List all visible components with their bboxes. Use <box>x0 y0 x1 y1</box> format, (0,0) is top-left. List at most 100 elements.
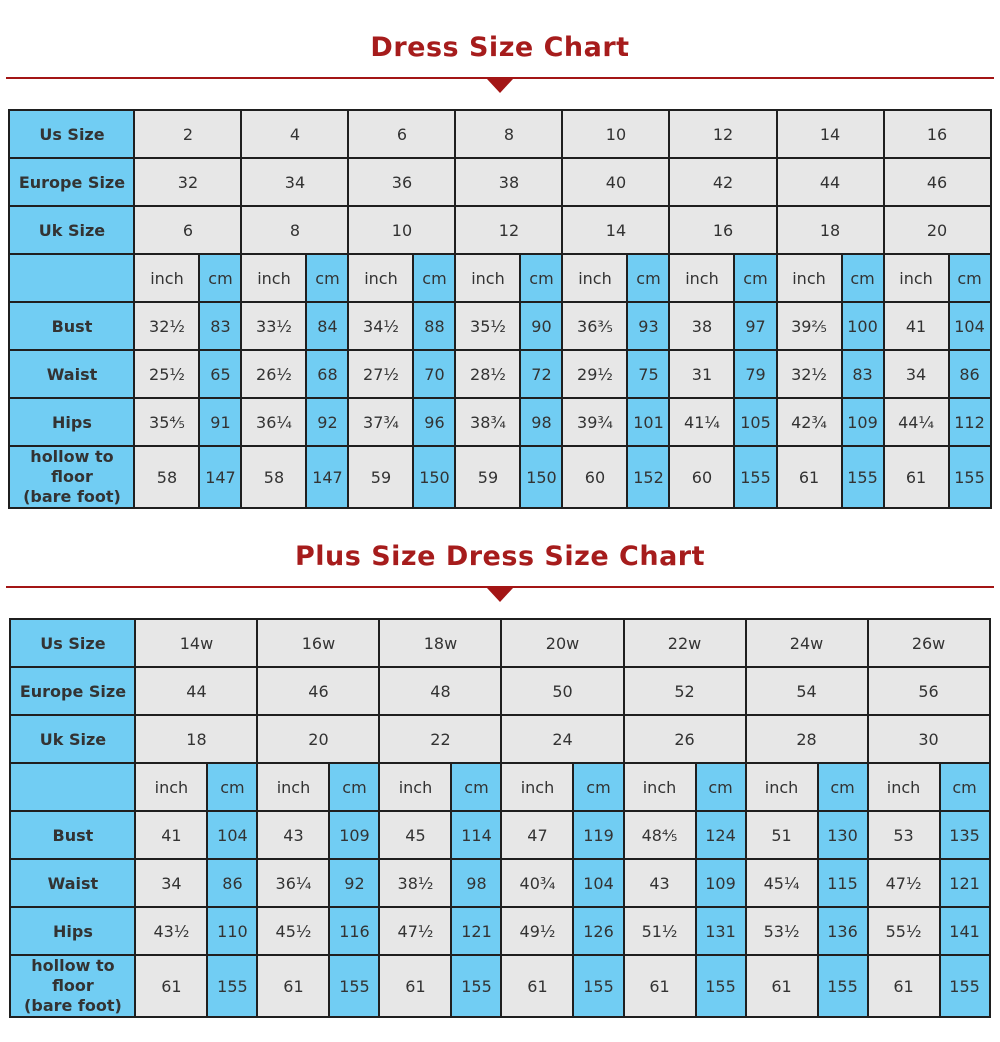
inch-header-cell: inch <box>347 253 415 303</box>
inch-value-cell: 31 <box>668 349 736 399</box>
cm-value-cell: 91 <box>198 397 243 447</box>
size-value-cell: 16 <box>882 109 992 159</box>
size-value-cell: 26 <box>622 714 747 764</box>
size-value-cell: 32 <box>133 157 243 207</box>
inch-value-cell: 43 <box>622 858 697 908</box>
inch-value-cell: 45½ <box>256 906 331 956</box>
size-value-cell: 56 <box>866 666 991 716</box>
cm-header-cell: cm <box>938 762 991 812</box>
title-divider <box>6 586 994 602</box>
table-row: Uk Size 18 20 22 24 26 28 30 <box>9 714 991 764</box>
cm-value-cell: 79 <box>733 349 778 399</box>
inch-header-cell: inch <box>133 253 201 303</box>
inch-value-cell: 36¼ <box>256 858 331 908</box>
size-value-cell: 20 <box>882 205 992 255</box>
inch-header-cell: inch <box>744 762 819 812</box>
inch-value-cell: 59 <box>454 445 522 509</box>
inch-header-cell: inch <box>775 253 843 303</box>
cm-value-cell: 93 <box>626 301 671 351</box>
inch-value-cell: 45 <box>378 810 453 860</box>
inch-value-cell: 61 <box>882 445 950 509</box>
cm-value-cell: 110 <box>206 906 259 956</box>
inch-value-cell: 42¾ <box>775 397 843 447</box>
cm-value-cell: 155 <box>694 954 747 1018</box>
inch-value-cell: 53 <box>866 810 941 860</box>
inch-header-cell: inch <box>500 762 575 812</box>
inch-header-cell: inch <box>561 253 629 303</box>
inch-value-cell: 59 <box>347 445 415 509</box>
cm-header-cell: cm <box>198 253 243 303</box>
inch-value-cell: 61 <box>134 954 209 1018</box>
cm-value-cell: 124 <box>694 810 747 860</box>
inch-value-cell: 33½ <box>240 301 308 351</box>
inch-value-cell: 37¾ <box>347 397 415 447</box>
empty-corner-cell <box>9 762 137 812</box>
size-value-cell: 34 <box>240 157 350 207</box>
inch-header-cell: inch <box>240 253 308 303</box>
size-value-cell: 22 <box>378 714 503 764</box>
inch-value-cell: 43½ <box>134 906 209 956</box>
size-value-cell: 20w <box>500 618 625 668</box>
cm-header-cell: cm <box>328 762 381 812</box>
size-value-cell: 18w <box>378 618 503 668</box>
size-value-cell: 18 <box>134 714 259 764</box>
cm-header-cell: cm <box>840 253 885 303</box>
cm-header-cell: cm <box>733 253 778 303</box>
cm-value-cell: 104 <box>572 858 625 908</box>
size-value-cell: 4 <box>240 109 350 159</box>
inch-value-cell: 38½ <box>378 858 453 908</box>
row-label: hollow to floor (bare foot) <box>9 954 137 1018</box>
size-value-cell: 8 <box>240 205 350 255</box>
size-value-cell: 12 <box>454 205 564 255</box>
cm-value-cell: 147 <box>198 445 243 509</box>
cm-value-cell: 119 <box>572 810 625 860</box>
cm-value-cell: 114 <box>450 810 503 860</box>
size-value-cell: 54 <box>744 666 869 716</box>
inch-value-cell: 61 <box>500 954 575 1018</box>
cm-value-cell: 83 <box>840 349 885 399</box>
standard-size-table-container: Us Size 2 4 6 8 10 12 14 16 Europe Size 32 34 36 38 40… <box>0 109 1000 509</box>
inch-value-cell: 41 <box>882 301 950 351</box>
inch-value-cell: 39⅖ <box>775 301 843 351</box>
table-row: Us Size 2 4 6 8 10 12 14 16 <box>8 109 992 159</box>
cm-value-cell: 88 <box>412 301 457 351</box>
inch-value-cell: 34 <box>134 858 209 908</box>
row-label: Hips <box>9 906 137 956</box>
size-value-cell: 12 <box>668 109 778 159</box>
inch-header-cell: inch <box>668 253 736 303</box>
cm-value-cell: 112 <box>947 397 992 447</box>
size-value-cell: 16w <box>256 618 381 668</box>
size-value-cell: 44 <box>775 157 885 207</box>
cm-header-cell: cm <box>694 762 747 812</box>
size-value-cell: 42 <box>668 157 778 207</box>
inch-value-cell: 41 <box>134 810 209 860</box>
inch-value-cell: 47½ <box>866 858 941 908</box>
size-value-cell: 18 <box>775 205 885 255</box>
cm-value-cell: 136 <box>816 906 869 956</box>
inch-value-cell: 35⅘ <box>133 397 201 447</box>
size-value-cell: 14 <box>561 205 671 255</box>
triangle-down-icon <box>487 588 513 602</box>
table-row: Us Size 14w 16w 18w 20w 22w 24w 26w <box>9 618 991 668</box>
cm-value-cell: 116 <box>328 906 381 956</box>
size-value-cell: 46 <box>882 157 992 207</box>
inch-value-cell: 51½ <box>622 906 697 956</box>
table-row: Waist 25½ 65 26½ 68 27½ 70 28½ 72 29½ 75 31 79 32½ 83 3… <box>8 349 992 399</box>
cm-value-cell: 155 <box>206 954 259 1018</box>
cm-value-cell: 155 <box>938 954 991 1018</box>
inch-value-cell: 29½ <box>561 349 629 399</box>
cm-header-cell: cm <box>412 253 457 303</box>
inch-value-cell: 32½ <box>133 301 201 351</box>
size-value-cell: 6 <box>133 205 243 255</box>
size-value-cell: 14w <box>134 618 259 668</box>
cm-value-cell: 98 <box>450 858 503 908</box>
inch-header-cell: inch <box>866 762 941 812</box>
inch-value-cell: 38 <box>668 301 736 351</box>
cm-value-cell: 121 <box>938 858 991 908</box>
cm-value-cell: 109 <box>840 397 885 447</box>
standard-chart-title: Dress Size Chart <box>370 32 630 63</box>
cm-value-cell: 96 <box>412 397 457 447</box>
row-label: Europe Size <box>8 157 136 207</box>
inch-value-cell: 48⅘ <box>622 810 697 860</box>
inch-value-cell: 47 <box>500 810 575 860</box>
